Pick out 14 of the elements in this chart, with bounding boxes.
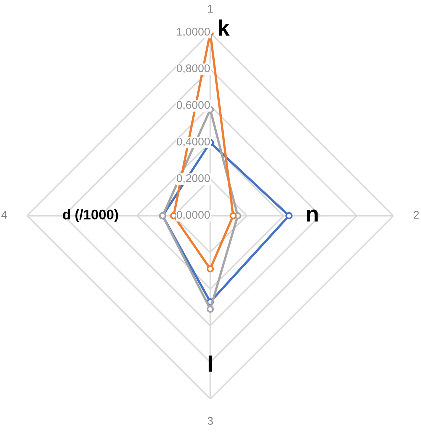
y-tick-label: 1,0000: [177, 28, 210, 38]
spoke-label: 3: [208, 417, 214, 426]
text: d (/1000): [63, 210, 118, 222]
y-tick-label: 0,8000: [176, 64, 210, 74]
spoke-label: 2: [414, 211, 420, 219]
y-tick-label: 0,6000: [176, 101, 210, 110]
spoke-label: 4: [2, 211, 8, 219]
text: n: [307, 210, 318, 222]
spoke-label: 1: [208, 5, 214, 13]
text: k: [218, 20, 230, 36]
y-tick-label: 0,4000: [176, 138, 210, 148]
y-tick-label: 0,0000: [176, 211, 210, 220]
y-tick-label: 0,2000: [176, 174, 210, 184]
text: l: [208, 356, 212, 372]
